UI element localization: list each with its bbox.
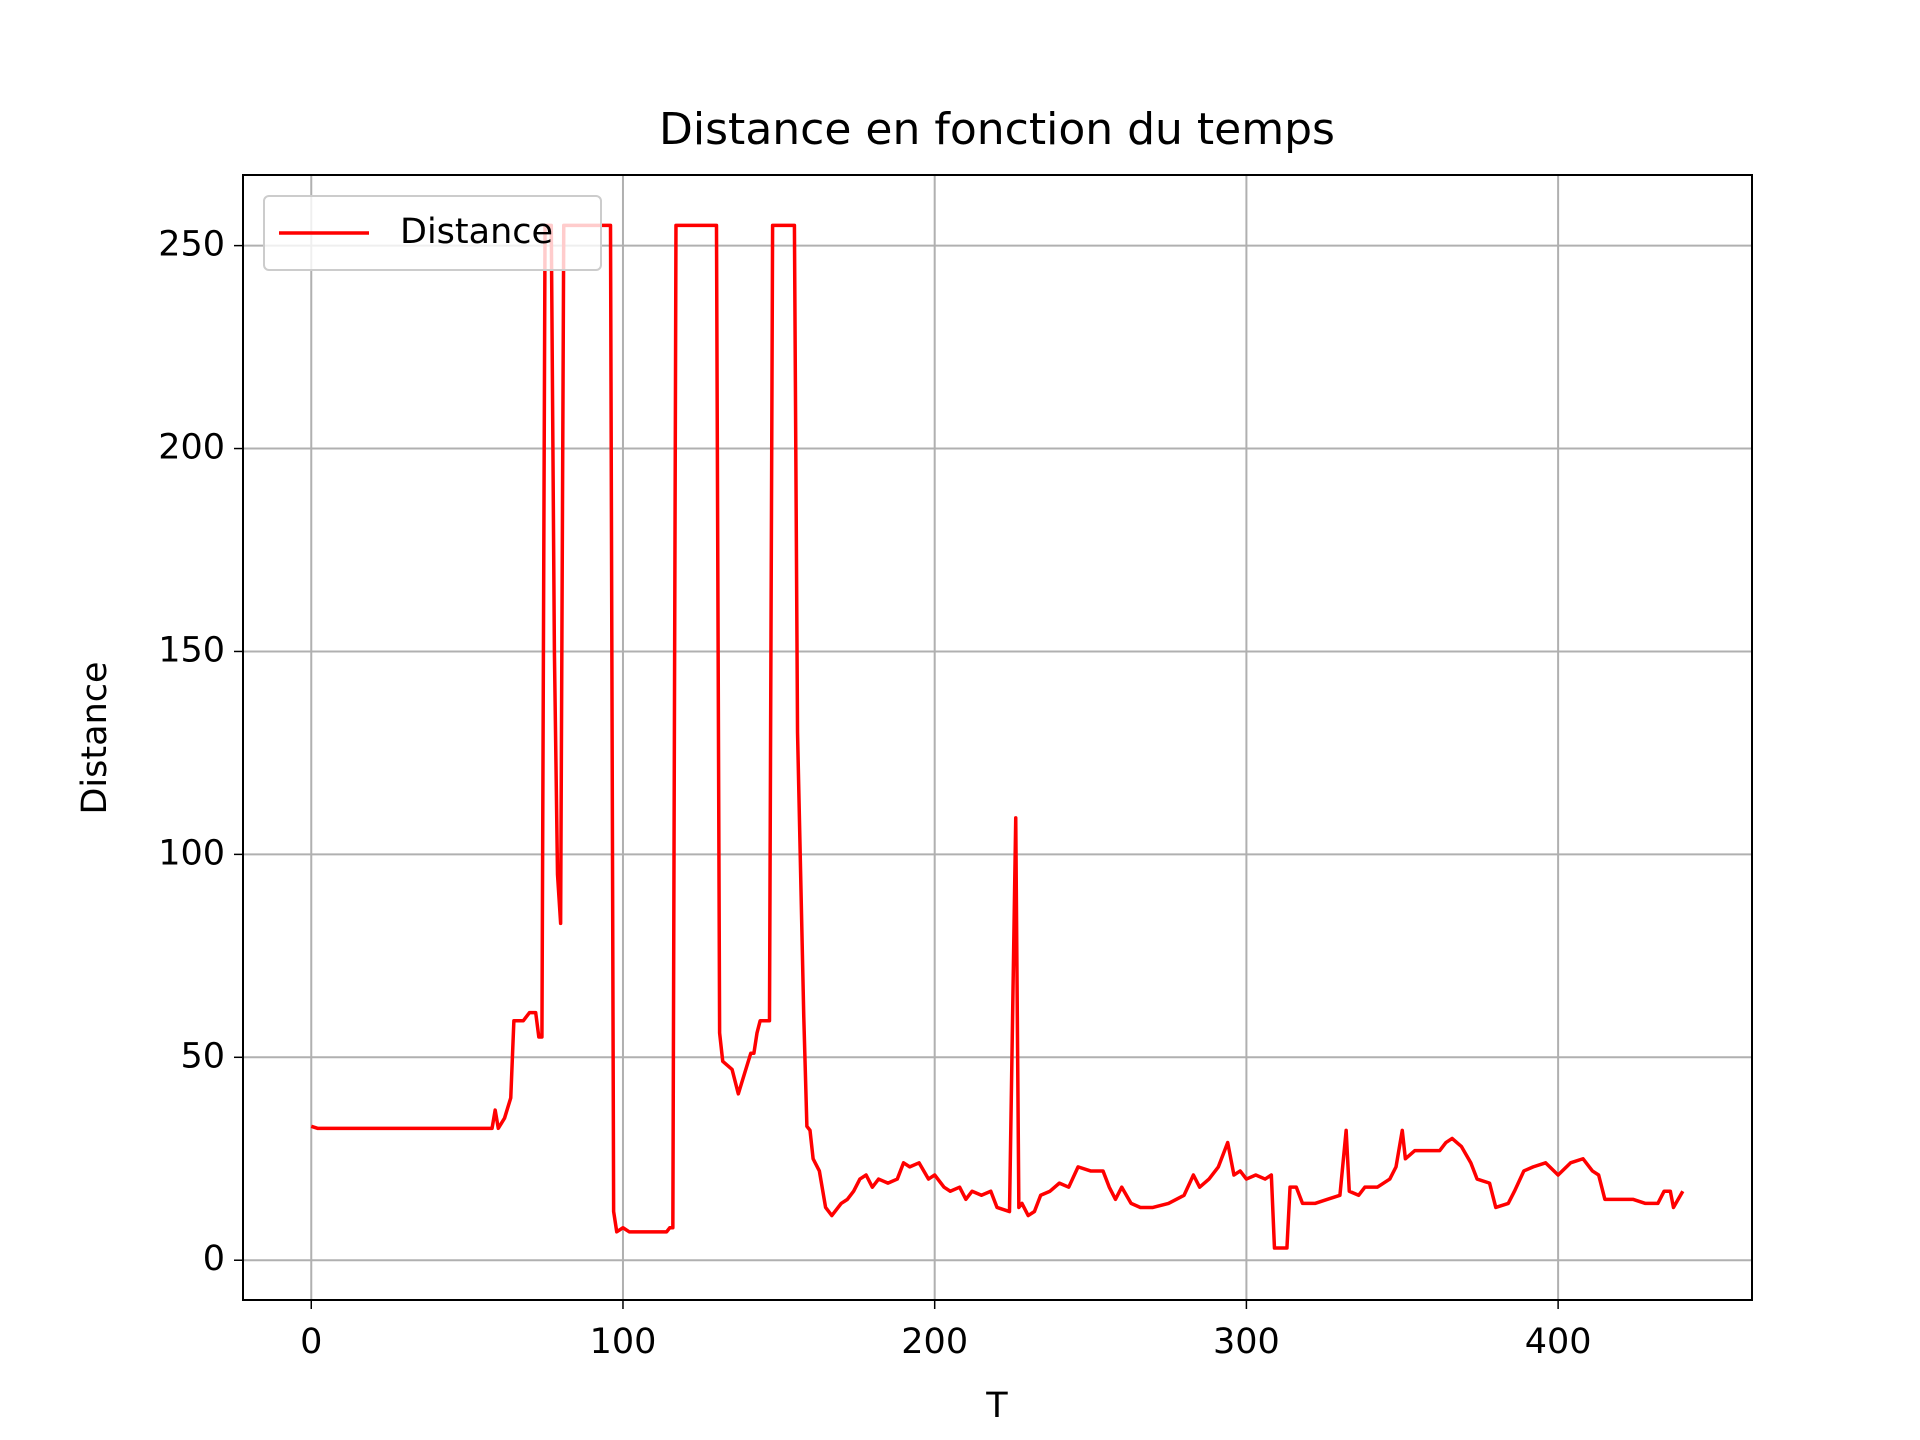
x-tick-label: 200 [901, 1322, 968, 1362]
x-tick-label: 0 [300, 1322, 322, 1362]
chart-title: Distance en fonction du temps [659, 104, 1335, 155]
legend-box [263, 195, 602, 271]
y-axis-label: Distance [75, 661, 115, 814]
x-tick-label: 100 [590, 1322, 657, 1362]
data-line [310, 223, 1685, 1250]
plot-frame [242, 174, 1753, 1301]
y-tick-label: 200 [158, 428, 225, 468]
x-tick-label: 300 [1213, 1322, 1280, 1362]
y-tick-label: 100 [158, 833, 225, 873]
y-tick-label: 0 [203, 1239, 225, 1279]
legend-label: Distance [400, 212, 553, 252]
x-tick-label: 400 [1525, 1322, 1592, 1362]
x-axis-label: T [985, 1386, 1008, 1426]
y-tick-label: 250 [158, 225, 225, 265]
y-tick-label: 150 [158, 630, 225, 670]
y-tick-label: 50 [180, 1036, 225, 1076]
